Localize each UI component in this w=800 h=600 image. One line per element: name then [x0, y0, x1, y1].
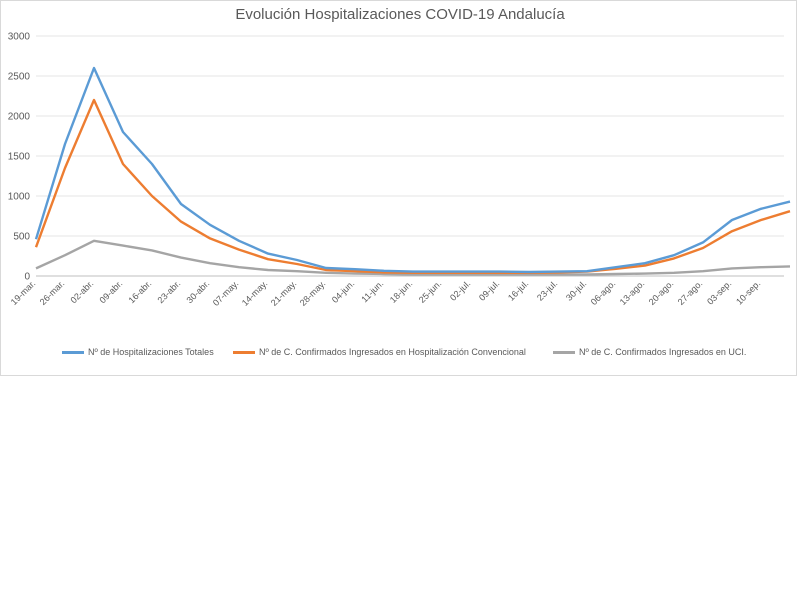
y-tick-label: 1500 — [8, 152, 31, 163]
x-tick-label: 18-jun. — [388, 278, 415, 305]
x-tick-label: 09-abr. — [98, 278, 125, 305]
chart-title: Evolución Hospitalizaciones COVID-19 And… — [235, 6, 565, 23]
series-line — [34, 98, 791, 274]
legend-swatch — [233, 350, 255, 354]
y-tick-label: 3000 — [8, 32, 31, 43]
chart-frame — [0, 0, 797, 376]
x-tick-label: 11-jun. — [359, 278, 385, 304]
x-tick-label: 16-abr. — [127, 278, 154, 305]
series-lines — [34, 66, 791, 276]
x-tick-label: 09-jul. — [477, 278, 501, 302]
x-tick-label: 23-abr. — [156, 278, 183, 305]
x-tick-label: 07-may. — [211, 278, 241, 308]
y-tick-label: 2000 — [8, 112, 31, 123]
x-tick-label: 02-jul. — [448, 278, 472, 302]
x-tick-label: 10-sep. — [734, 278, 762, 306]
y-tick-label: 1000 — [8, 192, 31, 203]
x-tick-label: 14-may. — [240, 278, 270, 308]
x-tick-label: 23-jul. — [535, 278, 559, 302]
x-tick-label: 27-ago. — [676, 278, 705, 307]
series-line — [34, 66, 791, 274]
x-tick-label: 16-jul. — [506, 278, 530, 302]
y-tick-label: 2500 — [8, 72, 31, 83]
legend-item: Nº de C. Confirmados Ingresados en UCI. — [553, 347, 746, 357]
legend-item: Nº de C. Confirmados Ingresados en Hospi… — [233, 347, 526, 357]
gridlines — [36, 35, 784, 277]
x-tick-label: 30-abr. — [185, 278, 212, 305]
y-tick-label: 0 — [24, 272, 30, 283]
x-tick-label: 13-ago. — [618, 278, 647, 307]
legend-label: Nº de C. Confirmados Ingresados en UCI. — [579, 347, 747, 357]
legend: Nº de Hospitalizaciones Totales Nº de C. … — [0, 347, 800, 363]
x-tick-label: 06-ago. — [589, 278, 618, 307]
x-tick-label: 25-jun. — [417, 278, 444, 305]
x-tick-label: 02-abr. — [69, 278, 96, 305]
y-axis-ticks: 0 500 1000 1500 2000 2500 3000 — [8, 32, 31, 283]
x-tick-label: 21-may. — [269, 278, 299, 308]
x-tick-label: 30-jul. — [564, 278, 588, 302]
legend-swatch — [553, 350, 575, 354]
y-tick-label: 500 — [13, 232, 30, 243]
x-tick-label: 03-sep. — [705, 278, 733, 306]
legend-swatch — [62, 350, 84, 354]
x-tick-label: 26-mar. — [38, 278, 67, 307]
legend-label: Nº de Hospitalizaciones Totales — [88, 347, 214, 357]
legend-item: Nº de Hospitalizaciones Totales — [62, 347, 214, 357]
legend-label: Nº de C. Confirmados Ingresados en Hospi… — [259, 347, 526, 357]
x-tick-label: 19-mar. — [9, 278, 38, 307]
x-tick-label: 20-ago. — [647, 278, 676, 307]
x-tick-label: 28-may. — [298, 278, 328, 308]
series-line — [35, 239, 791, 276]
x-axis-ticks: 19-mar. 26-mar. 02-abr. 09-abr. 16-abr. 23-ab… — [9, 278, 763, 308]
x-tick-label: 04-jun. — [330, 278, 357, 305]
